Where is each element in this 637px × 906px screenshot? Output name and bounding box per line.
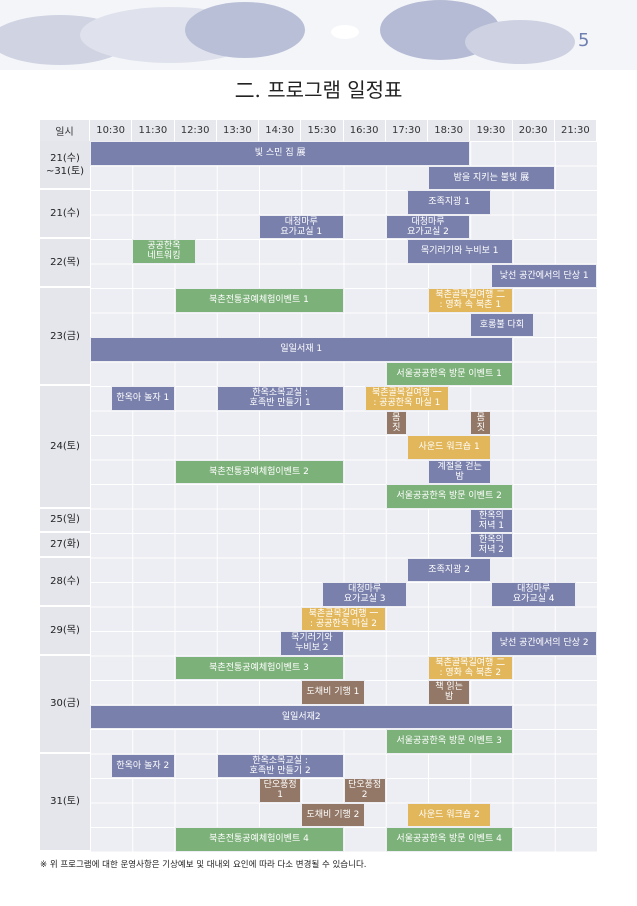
- event-block: 한옥소목교실 : 호족반 만들기 1: [216, 386, 344, 411]
- event-block: 몸 짓: [385, 410, 407, 435]
- event-block: 단오풍정 2: [343, 778, 386, 803]
- date-cell: 25(일): [40, 508, 90, 533]
- event-block: 계절을 걷는 밤: [428, 459, 492, 484]
- date-cell: 29(목): [40, 606, 90, 656]
- header-cell: 16:30: [343, 120, 386, 141]
- date-cell: 21(수): [40, 190, 90, 239]
- event-block: 단오풍정 1: [259, 778, 302, 803]
- event-block: 대청마루 요가교실 3: [322, 582, 407, 607]
- event-block: 일일서재2: [90, 704, 513, 729]
- header-cell: 12:30: [174, 120, 217, 141]
- event-block: 서울공공한옥 방문 이벤트 1: [385, 361, 513, 386]
- event-block: 도채비 기행 1: [301, 680, 365, 705]
- header-cell: 10:30: [90, 120, 133, 141]
- event-block: 한옥소목교실 : 호족반 만들기 2: [216, 753, 344, 778]
- event-block: 목기러기와 누비보 1: [406, 239, 513, 264]
- date-cell: 30(금): [40, 655, 90, 754]
- event-block: 낯선 공간에서의 단상 1: [491, 263, 597, 288]
- event-block: 한옥의 저녁 1: [470, 508, 513, 533]
- header-cell: 14:30: [259, 120, 302, 141]
- title: 二. 프로그램 일정표: [234, 78, 403, 102]
- header-cell: 13:30: [216, 120, 259, 141]
- event-block: 빛 스민 집 展: [90, 141, 471, 166]
- event-block: 한옥아 놀자 1: [111, 386, 175, 411]
- event-block: 한옥의 저녁 2: [470, 533, 513, 558]
- header-cell: 11:30: [132, 120, 175, 141]
- header-cell: 일시: [40, 120, 90, 141]
- header-cell: 20:30: [512, 120, 555, 141]
- date-cell: 28(수): [40, 557, 90, 607]
- event-block: 공공한옥 네트워킹: [132, 239, 196, 264]
- event-block: 책 읽는 밤: [428, 680, 471, 705]
- header-cell: 21:30: [554, 120, 597, 141]
- event-block: 낯선 공간에서의 단상 2: [491, 631, 597, 656]
- event-block: 조족지광 1: [406, 190, 492, 215]
- event-block: 한옥아 놀자 2: [111, 753, 175, 778]
- header-cell: 15:30: [301, 120, 344, 141]
- event-block: 대청마루 요가교실 1: [259, 214, 344, 239]
- event-block: 대청마루 요가교실 4: [491, 582, 576, 607]
- event-block: 사운드 워크숍 2: [406, 802, 492, 827]
- date-cell: 31(토): [40, 753, 90, 852]
- header-cell: 17:30: [385, 120, 428, 141]
- event-block: 대청마루 요가교실 2: [385, 214, 471, 239]
- event-block: 서울공공한옥 방문 이벤트 4: [385, 827, 513, 852]
- event-block: 북촌골목길여행 二 : 영화 속 북촌 1: [428, 288, 513, 313]
- event-block: 사운드 워크숍 1: [406, 435, 492, 460]
- event-block: 일일서재 1: [90, 337, 513, 362]
- date-cell: 22(목): [40, 239, 90, 288]
- date-cell: 21(수) ~31(토): [40, 141, 90, 190]
- date-cell: 27(화): [40, 533, 90, 558]
- event-block: 북촌골목길여행 一 : 공공한옥 마실 1: [364, 386, 450, 411]
- event-block: 서울공공한옥 방문 이벤트 3: [385, 729, 513, 754]
- event-block: 북촌전통공예체험이벤트 4: [174, 827, 344, 852]
- header-cell: 18:30: [428, 120, 471, 141]
- date-cell: 24(토): [40, 386, 90, 509]
- event-block: 북촌골목길여행 二 : 영화 속 북촌 2: [428, 655, 513, 680]
- event-block: 호롱불 다회: [470, 312, 534, 337]
- event-block: 도채비 기행 2: [301, 802, 365, 827]
- footnote: ※ 위 프로그램에 대한 운영사항은 기상예보 및 대내외 요인에 따라 다소 …: [40, 860, 367, 870]
- date-cell: 23(금): [40, 288, 90, 386]
- event-block: 북촌골목길여행 一 : 공공한옥 마실 2: [301, 606, 386, 631]
- header-cell: 19:30: [470, 120, 513, 141]
- event-block: 목기러기와 누비보 2: [280, 631, 344, 656]
- event-block: 서울공공한옥 방문 이벤트 2: [385, 484, 513, 509]
- event-block: 조족지광 2: [406, 557, 492, 582]
- page-number: 5: [578, 30, 590, 51]
- event-block: 몸 짓: [470, 410, 492, 435]
- event-block: 밤을 지키는 불빛 展: [428, 165, 555, 190]
- header-decoration: [0, 0, 637, 70]
- event-block: 북촌전통공예체험이벤트 2: [174, 459, 344, 484]
- event-block: 북촌전통공예체험이벤트 1: [174, 288, 344, 313]
- event-block: 북촌전통공예체험이벤트 3: [174, 655, 344, 680]
